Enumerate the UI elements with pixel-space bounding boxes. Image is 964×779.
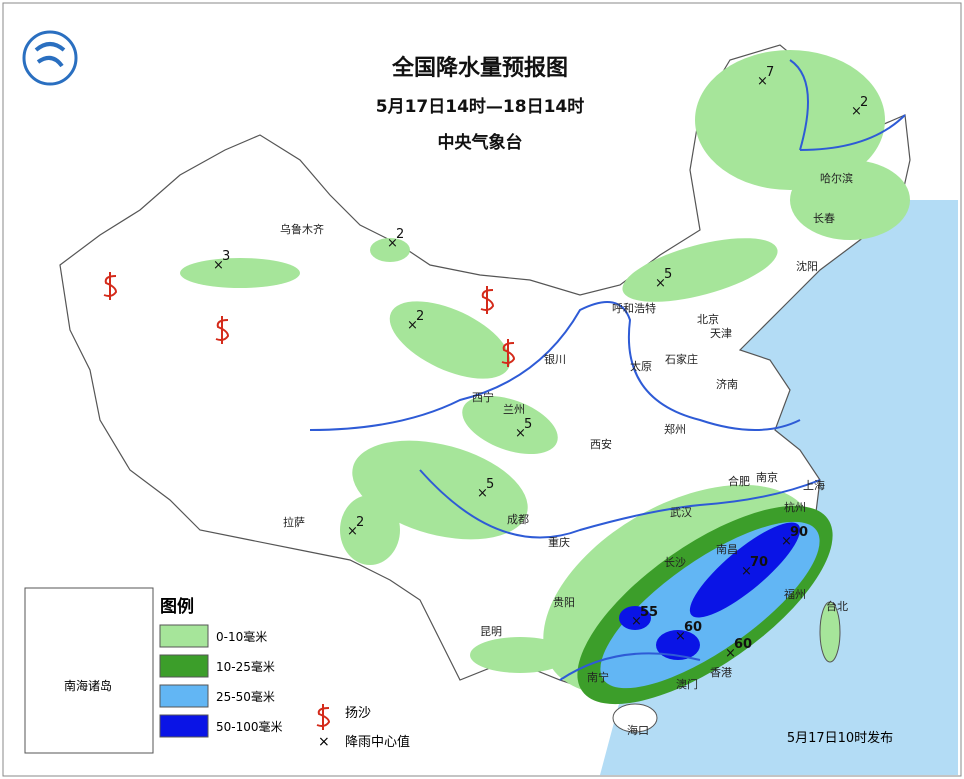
rivers [309,59,906,681]
city-label: 太原 [630,360,652,373]
legend-swatch [159,654,209,678]
city-label: 合肥 [728,474,750,488]
rain-center-value: 7 [766,65,774,80]
city-label: 长春 [813,212,835,225]
city-label: 北京 [697,312,719,326]
city-label: 银川 [544,352,566,366]
rain-center-x: × [655,276,666,291]
rain-center-x: × [477,486,488,501]
agency: 中央气象台 [438,132,523,153]
city-label: 香港 [710,666,732,679]
legend-label: 10-25毫米 [216,659,275,674]
issued: 5月17日10时发布 [787,730,893,746]
rain-storm [619,522,801,660]
rain-center-value: 5 [524,417,532,432]
rain-center-value: 2 [356,515,364,530]
rain-center-value: 5 [486,477,494,492]
hainan [612,703,658,733]
legend-label: 25-50毫米 [216,689,275,704]
sand-symbols [103,272,516,367]
legend-label: 0-10毫米 [216,629,267,644]
legend-sand-icon [316,704,331,730]
city-label: 南宁 [587,670,609,684]
city-label: 南京 [756,470,778,484]
city-label: 西安 [590,437,612,451]
rain-center-value: 2 [860,95,868,110]
legend-swatch [159,714,209,738]
rain-center-value: 2 [416,309,424,324]
rain-center-value: 55 [640,605,658,620]
rain-center-value: 90 [790,525,808,540]
rain-center-value: 60 [734,637,752,652]
rain-center-x: × [757,74,768,89]
rain-center-x: × [675,629,686,644]
rain-center-value: 5 [664,267,672,282]
rain-center-value: 3 [222,249,230,264]
rain-center-value: 60 [684,620,702,635]
city-label: 澳门 [676,677,698,691]
taiwan [819,601,841,663]
city-label: 贵阳 [553,596,575,609]
legend-swatch [159,684,209,708]
city-label: 台北 [826,599,848,613]
city-label: 石家庄 [665,352,698,366]
city-label: 福州 [784,587,806,601]
rain-center-x: × [213,258,224,273]
city-label: 郑州 [664,422,686,436]
rain-center-x: × [631,614,642,629]
city-label: 哈尔滨 [820,171,853,185]
city-label: 乌鲁木齐 [280,222,324,236]
city-label: 兰州 [503,403,525,416]
logo-mark [34,42,66,68]
city-label: 南昌 [716,543,738,556]
rain-center-x: × [407,318,418,333]
city-label: 武汉 [670,506,692,519]
city-label: 济南 [716,377,738,391]
city-label: 沈阳 [796,259,818,273]
legend-title: 图例 [160,596,194,617]
legend-swatch [159,624,209,648]
city-label: 长沙 [664,556,686,569]
sea [600,200,958,775]
city-label: 杭州 [784,500,806,514]
rain-center-x: × [741,564,752,579]
inset [24,587,154,754]
city-label: 海口 [627,723,649,737]
rain-center-x: × [725,646,736,661]
legend-label: 50-100毫米 [216,719,283,734]
legend-symbol-label: 降雨中心值 [345,734,410,750]
rain-center-x: × [851,104,862,119]
legend-symbol-label: 扬沙 [345,706,371,721]
rain-center-value: 2 [396,227,404,242]
title: 全国降水量预报图 [391,55,568,81]
city-label: 重庆 [548,535,570,549]
rain-center-value: 70 [750,555,768,570]
legend-x-icon: × [318,734,330,750]
rain-center-x: × [387,236,398,251]
rain-center-x: × [515,426,526,441]
rain-center-x: × [781,534,792,549]
subtitle: 5月17日14时—18日14时 [376,97,584,117]
city-label: 上海 [803,478,825,492]
city-label: 西宁 [472,390,494,404]
city-label: 呼和浩特 [612,301,656,315]
inset-label: 南海诸岛 [64,678,112,693]
rain-center-x: × [347,524,358,539]
city-label: 天津 [710,327,732,340]
city-label: 昆明 [480,625,502,638]
city-label: 成都 [507,513,529,526]
city-label: 拉萨 [283,515,305,529]
